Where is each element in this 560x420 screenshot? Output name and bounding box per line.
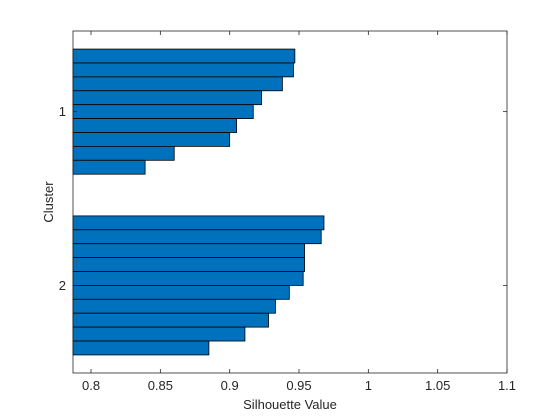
bar-cluster-1-4	[72, 90, 262, 106]
bar-cluster-2-4	[72, 257, 305, 272]
x-axis-label: Silhouette Value	[243, 397, 337, 412]
bar-cluster-2-3	[72, 243, 305, 259]
x-tick-label: 0.85	[148, 378, 173, 393]
x-tick-label: 1	[365, 378, 372, 393]
y-axis-label: Cluster	[41, 181, 56, 223]
plot-frame	[72, 30, 508, 374]
bar-cluster-2-10	[72, 340, 210, 356]
bar-cluster-1-3	[72, 76, 283, 92]
ticks-group: 1 2 0.8 0.85 0.9 0.95 1 1.05 1.1	[59, 31, 516, 393]
bar-cluster-2-5	[72, 271, 304, 286]
y-tick-label-2: 2	[59, 278, 66, 293]
bar-cluster-2-7	[72, 298, 276, 314]
x-tick-label: 1.05	[425, 378, 450, 393]
bar-cluster-2-8	[72, 312, 269, 328]
x-tick-label: 1.1	[498, 378, 516, 393]
bar-cluster-1-8	[72, 145, 175, 161]
bar-cluster-2-2	[72, 229, 322, 245]
bar-cluster-1-5	[72, 104, 254, 119]
bar-cluster-1-7	[72, 132, 231, 147]
bar-cluster-1-1	[72, 48, 296, 64]
bar-cluster-2-1	[72, 215, 325, 231]
bar-cluster-2-6	[72, 285, 290, 300]
bar-cluster-1-2	[72, 62, 294, 78]
x-tick-label: 0.95	[286, 378, 311, 393]
bar-cluster-1-6	[72, 118, 238, 133]
x-tick-label: 0.8	[82, 378, 100, 393]
y-tick-label-1: 1	[59, 104, 66, 119]
x-tick-label: 0.9	[221, 378, 239, 393]
bar-cluster-2-9	[72, 326, 246, 342]
bar-cluster-1-9	[72, 159, 146, 175]
